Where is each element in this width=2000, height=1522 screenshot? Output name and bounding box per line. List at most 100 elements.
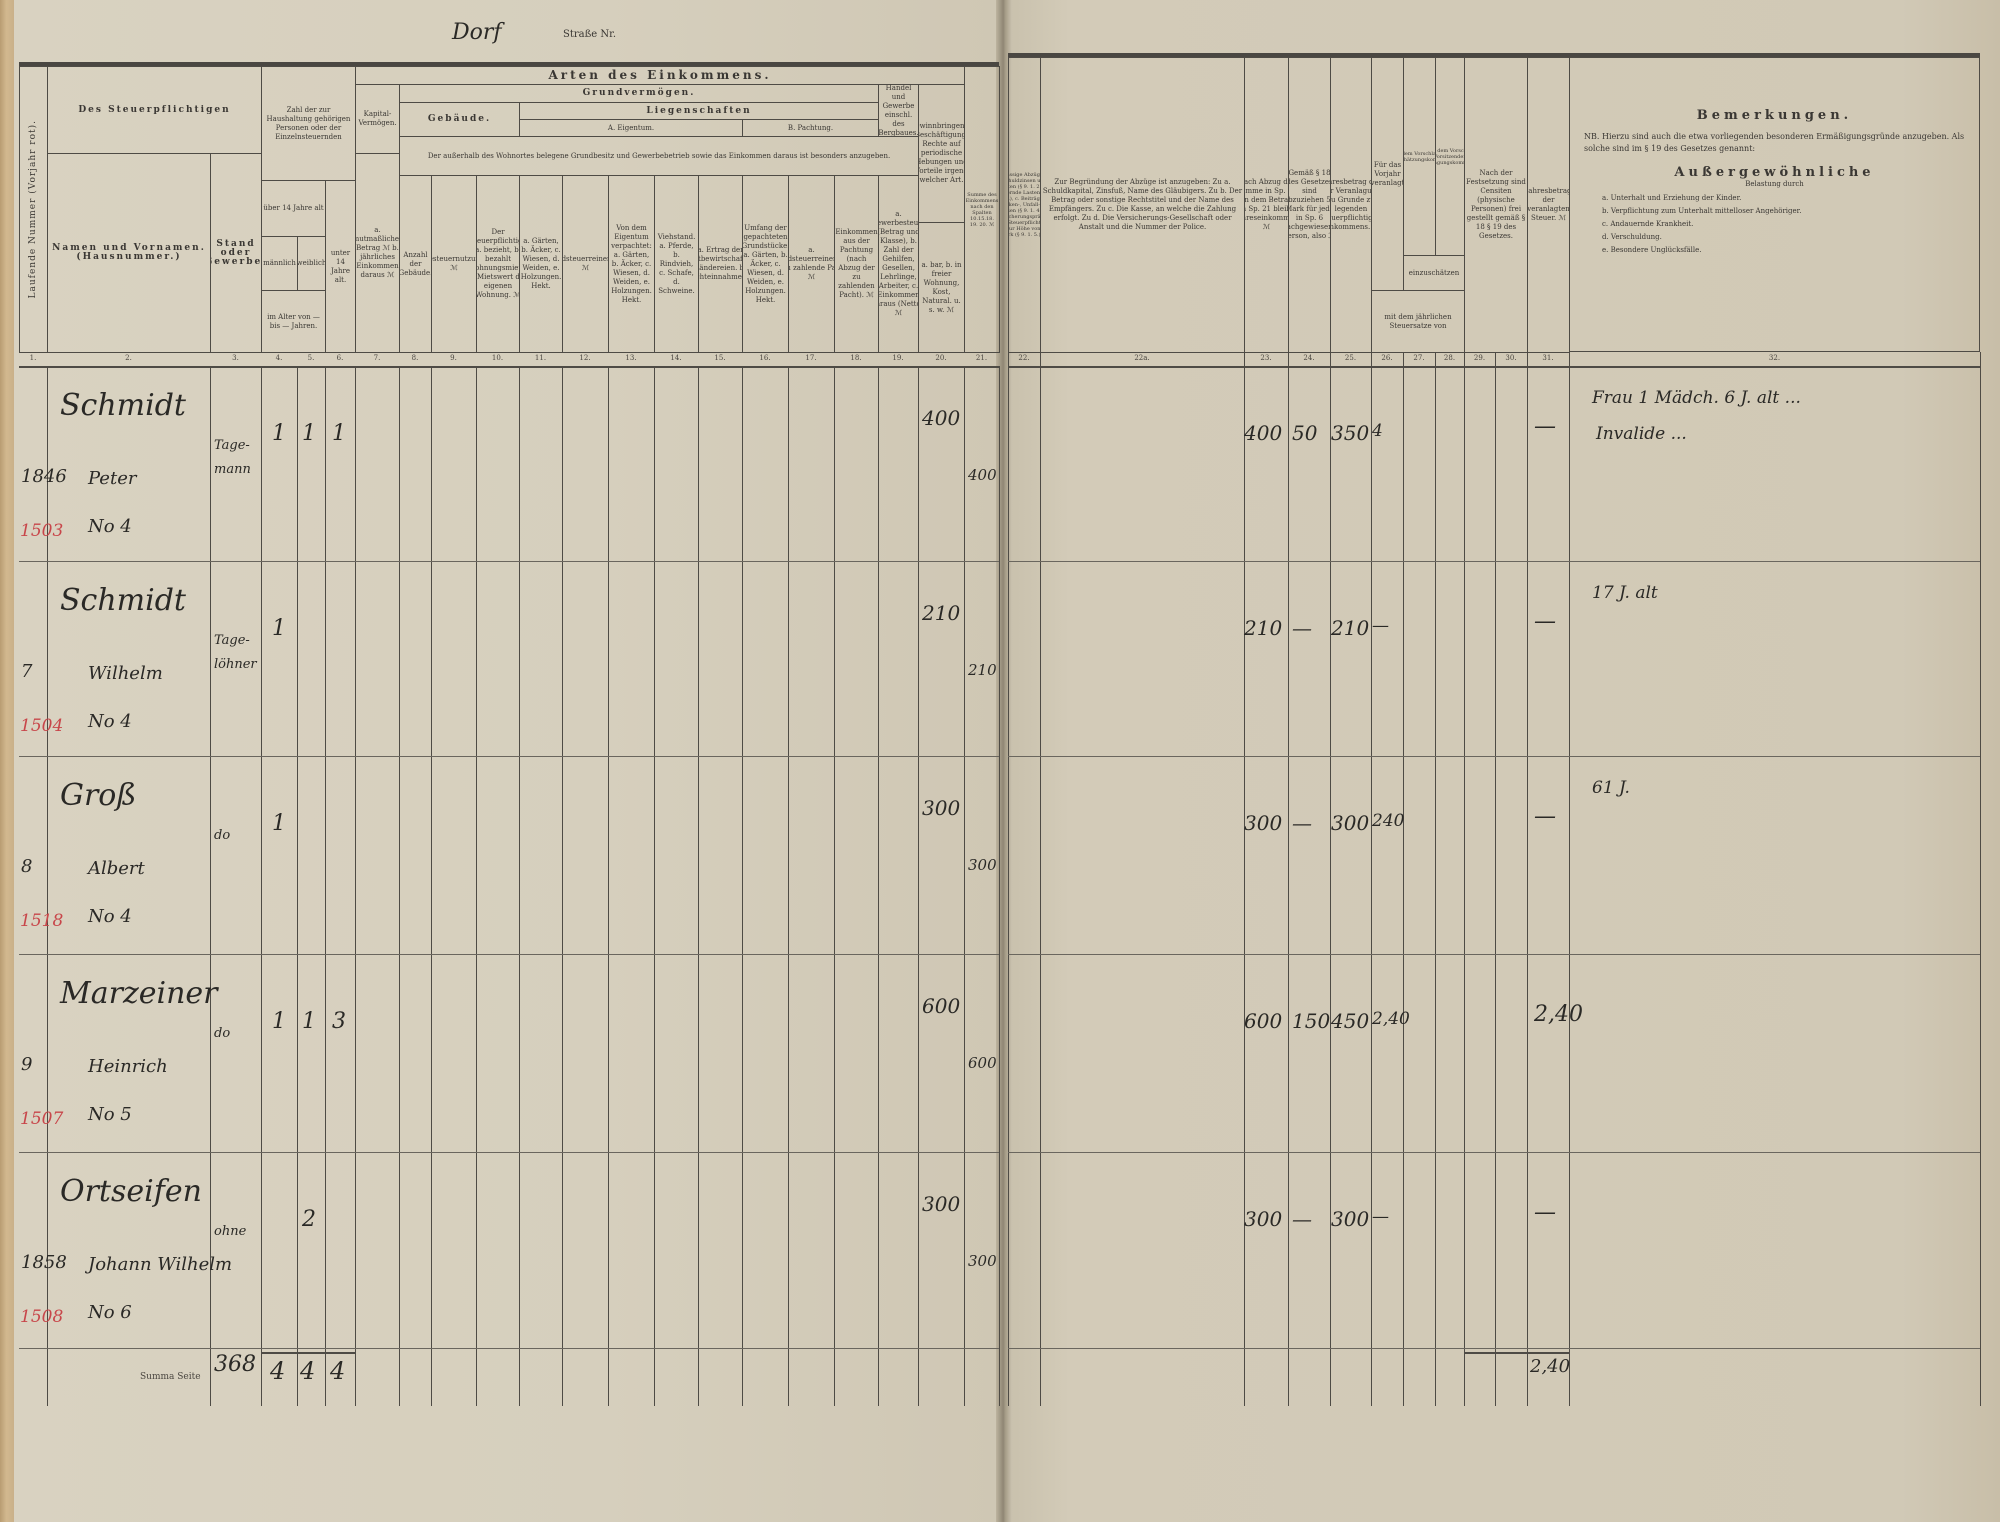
header-cell-capital: Kapital-Vermögen. — [355, 84, 400, 154]
header-cell-c22a: Zur Begründung der Abzüge ist anzugeben:… — [1040, 57, 1245, 353]
prior-year-tax: — — [1372, 1207, 1389, 1227]
net-income: 300 — [1244, 1207, 1283, 1231]
column-number: 29. — [1473, 354, 1486, 362]
count-male: 1 — [272, 811, 286, 836]
row-divider — [1008, 561, 1980, 562]
prior-year-tax: 4 — [1372, 421, 1383, 441]
row-margin-number: 1858 — [21, 1252, 67, 1273]
prior-year-tax: 240 — [1372, 811, 1405, 831]
header-cell-c16: Umfang der gepachteten Grundstücke. a. G… — [742, 175, 789, 353]
house-number: No 6 — [88, 1302, 132, 1323]
header-cell-c2: Namen und Vornamen. (Hausnummer.) — [47, 153, 211, 353]
occupation: Tage- — [214, 633, 250, 648]
header-cell-c11: a. Gärten, b. Äcker, c. Wiesen, d. Weide… — [519, 175, 563, 353]
count-under-14: 1 — [332, 421, 346, 446]
row-divider — [1008, 756, 1980, 757]
header-cell-c14: Viehstand. a. Pferde, b. Rindvieh, c. Sc… — [654, 175, 699, 353]
net-income: 400 — [1244, 421, 1283, 445]
header-text: Laufende Nummer (Vorjahr rot). — [28, 120, 38, 299]
gainful-income: 210 — [922, 601, 961, 625]
column-line — [261, 366, 262, 1406]
header-cell-c15: a. Ertrag der selbstbewirtschafteten Län… — [698, 175, 743, 353]
remark: 61 J. — [1592, 778, 1630, 798]
column-line — [355, 366, 356, 1406]
occupation: do — [214, 1026, 231, 1041]
reason-item: a. Unterhalt und Erziehung der Kinder. — [1602, 194, 1742, 202]
column-line — [788, 366, 789, 1406]
reason-item: d. Verschuldung. — [1602, 233, 1662, 241]
column-line — [1371, 352, 1372, 1406]
reason-item: b. Verpflichtung zum Unterhalt mittellos… — [1602, 207, 1802, 215]
street-label: Straße Nr. — [563, 29, 616, 40]
column-number: 2. — [125, 354, 132, 362]
header-cell-lease: B. Pachtung. — [742, 119, 879, 137]
count-female: 2 — [302, 1207, 316, 1232]
remark: Invalide ... — [1596, 424, 1687, 444]
header-cell-outside_note: Der außerhalb des Wohnortes belegene Gru… — [399, 136, 919, 176]
prior-year-tax: 2,40 — [1372, 1009, 1410, 1029]
totals-label: Summa Seite — [140, 1372, 201, 1382]
column-number: 6. — [336, 354, 344, 362]
header-cell-c28: Nach dem Vorschlage des Vorsitzenden der… — [1435, 57, 1465, 256]
header-cell-gainful: Gewinnbringende Beschäftigung. Rechte au… — [918, 84, 965, 223]
column-number: 7. — [373, 354, 381, 362]
header-cell-c5: weiblich — [297, 236, 326, 291]
header-cell-persons: Zahl der zur Haushaltung gehörigen Perso… — [261, 66, 356, 181]
remarks-subtitle-2: Belastung durch — [1745, 180, 1804, 188]
column-number: 15. — [714, 354, 726, 362]
column-line — [562, 366, 563, 1406]
taxpayer-surname: Ortseifen — [60, 1174, 202, 1209]
house-number: No 5 — [88, 1104, 132, 1125]
remark: Frau 1 Mädch. 6 J. alt ... — [1592, 388, 1801, 408]
column-number: 30. — [1505, 354, 1517, 362]
place-name: Dorf — [452, 20, 502, 45]
column-line — [1464, 352, 1465, 1406]
column-number: 17. — [805, 354, 817, 362]
net-income: 210 — [1244, 616, 1283, 640]
row-divider — [19, 756, 999, 757]
header-cell-c7: a. mutmaßlicher Betrag ℳ b. jährliches E… — [355, 153, 400, 353]
totals-box — [1464, 1352, 1569, 1354]
header-cell-trade: Handel und Gewerbe einschl. des Bergbaue… — [878, 84, 919, 137]
number-row-rule — [19, 366, 999, 368]
row-divider — [19, 954, 999, 955]
remark: 17 J. alt — [1592, 583, 1658, 603]
book-edge — [0, 0, 16, 1522]
column-line — [1403, 352, 1404, 1406]
occupation: do — [214, 828, 231, 843]
header-cell-estates: Liegenschaften — [519, 102, 879, 120]
column-line — [325, 366, 326, 1406]
header-cell-buildings: Gebäude. — [399, 102, 520, 137]
column-number: 32. — [1768, 354, 1781, 362]
header-cell-c8: Anzahl der Gebäude. — [399, 175, 432, 353]
column-number: 26. — [1381, 354, 1393, 362]
header-cell-land: Grundvermögen. — [399, 84, 879, 103]
net-income: 600 — [1244, 1009, 1283, 1033]
header-cell-c12: Grundsteuerreinertrag. ℳ — [562, 175, 609, 353]
row-divider — [19, 1152, 999, 1153]
remarks-header: Bemerkungen. NB. Hierzu sind auch die et… — [1569, 57, 1980, 352]
taxpayer-firstname: Albert — [88, 858, 145, 879]
prior-year-tax: — — [1372, 616, 1389, 636]
row-previous-number: 1508 — [20, 1307, 64, 1327]
assessed-tax: 2,40 — [1534, 1002, 1583, 1027]
column-number: 11. — [534, 354, 547, 362]
total-income: 600 — [968, 1054, 997, 1072]
header-cell-income_types: Arten des Einkommens. — [355, 66, 965, 85]
row-margin-number: 1846 — [21, 466, 67, 487]
row-divider — [19, 1348, 999, 1349]
row-divider — [1008, 1152, 1980, 1153]
column-number: 25. — [1344, 354, 1357, 362]
column-line — [519, 366, 520, 1406]
count-female: 1 — [302, 1009, 316, 1034]
taxable-income: 450 — [1331, 1009, 1370, 1033]
totals-male: 4 — [270, 1357, 286, 1385]
total-income: 210 — [968, 661, 997, 679]
column-line — [1980, 352, 1981, 1406]
deduction: 150 — [1292, 1009, 1331, 1033]
occupation: mann — [214, 462, 251, 477]
taxpayer-surname: Schmidt — [60, 388, 186, 423]
remarks-reasons-list: a. Unterhalt und Erziehung der Kinder. b… — [1584, 192, 1965, 257]
gainful-income: 300 — [922, 796, 961, 820]
count-male: 1 — [272, 421, 286, 446]
